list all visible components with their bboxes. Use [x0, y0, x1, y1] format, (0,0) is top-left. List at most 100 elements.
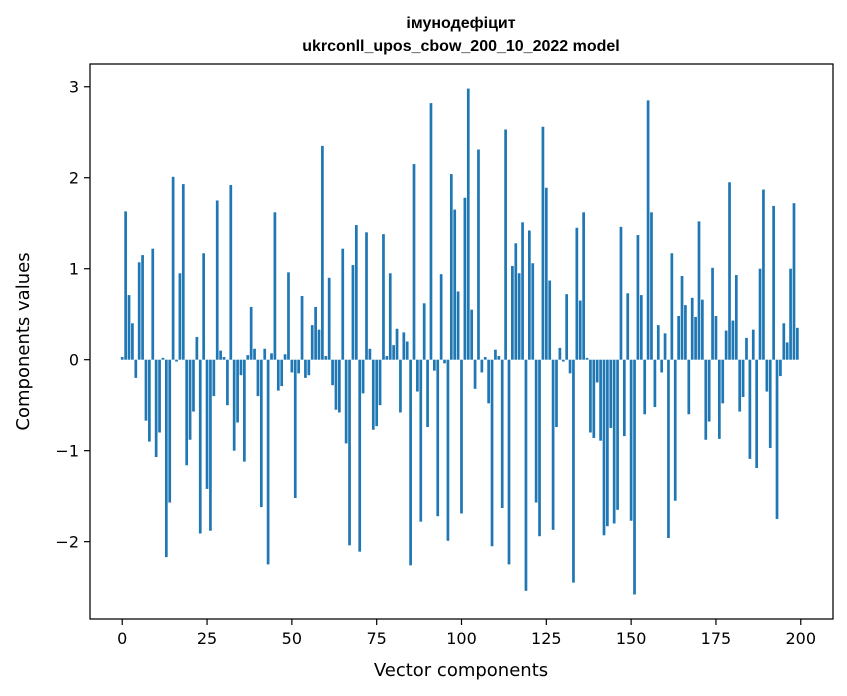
plot-frame: [89, 63, 834, 620]
bar-185: [748, 359, 752, 459]
bar-179: [728, 182, 731, 360]
bar-133: [572, 359, 575, 583]
bar-109: [490, 359, 494, 547]
x-axis-label: Vector components: [374, 660, 548, 681]
bar-66: [344, 359, 348, 444]
bar-159: [660, 359, 664, 373]
bar-141: [599, 359, 602, 441]
bar-23: [198, 359, 202, 534]
bar-115: [511, 265, 514, 360]
bar-18: [181, 184, 185, 360]
bar-3: [131, 323, 134, 360]
bar-122: [534, 359, 538, 503]
bar-57: [314, 306, 317, 360]
bar-181: [734, 275, 738, 360]
bar-164: [677, 316, 680, 360]
bar-13: [164, 359, 168, 558]
bar-77: [382, 234, 385, 360]
bar-167: [687, 359, 691, 415]
bar-191: [768, 359, 772, 448]
chart-subtitle: ukrconll_upos_cbow_200_10_2022 model: [302, 38, 619, 55]
bar-34: [236, 359, 239, 423]
bar-145: [612, 359, 616, 524]
y-axis-label: Components values: [13, 252, 34, 430]
bar-22: [195, 336, 199, 360]
bar-129: [558, 347, 562, 360]
bar-158: [656, 325, 660, 360]
bar-20: [188, 359, 192, 440]
bar-61: [327, 277, 331, 360]
bar-47: [280, 359, 284, 387]
y-tick-label: 3: [69, 78, 79, 97]
bar-198: [792, 203, 796, 360]
x-tick-label: 25: [197, 629, 217, 648]
bar-157: [653, 359, 657, 408]
bar-30: [222, 356, 226, 360]
bar-162: [670, 253, 674, 360]
bar-125: [544, 187, 548, 360]
y-tick-label: 0: [69, 351, 79, 370]
bar-6: [141, 255, 144, 360]
bar-67: [348, 359, 351, 546]
bar-37: [246, 355, 250, 360]
bar-111: [497, 356, 501, 360]
bar-33: [232, 359, 236, 451]
bar-188: [758, 268, 762, 360]
bar-184: [745, 337, 748, 360]
bar-113: [504, 129, 507, 360]
bar-102: [466, 88, 470, 360]
y-tick-label: 1: [69, 260, 79, 279]
bar-193: [775, 359, 779, 519]
bar-69: [354, 225, 358, 360]
bar-132: [568, 359, 572, 374]
bars-group: [120, 88, 799, 595]
bar-144: [609, 359, 613, 428]
bar-86: [412, 164, 416, 360]
bar-68: [351, 265, 355, 360]
chart-title: імунодефіцит: [406, 15, 515, 32]
bar-82: [399, 359, 402, 413]
x-tick-label: 50: [282, 629, 302, 648]
bar-142: [602, 359, 606, 536]
bar-112: [500, 359, 504, 508]
x-tick-label: 200: [785, 629, 816, 648]
bar-101: [463, 197, 467, 360]
bar-98: [453, 209, 457, 360]
bar-186: [751, 329, 755, 360]
bar-174: [711, 267, 714, 360]
bar-108: [487, 359, 490, 404]
bar-5: [137, 262, 141, 360]
bar-24: [202, 253, 206, 360]
y-tick-label: −1: [55, 442, 79, 461]
bar-9: [151, 248, 155, 360]
bar-134: [575, 227, 579, 360]
bar-96: [446, 359, 450, 541]
bar-172: [704, 359, 708, 440]
bar-40: [256, 359, 260, 397]
bar-199: [796, 327, 799, 360]
bar-196: [785, 342, 789, 360]
bar-48: [283, 354, 287, 360]
bar-72: [365, 232, 368, 360]
bar-79: [388, 273, 392, 360]
bar-163: [673, 359, 677, 501]
bar-83: [402, 332, 406, 360]
bar-155: [646, 100, 650, 360]
bar-190: [765, 359, 769, 392]
bar-150: [629, 359, 633, 521]
bar-151: [633, 359, 636, 595]
bar-28: [215, 200, 219, 360]
x-tick-label: 125: [531, 629, 562, 648]
bar-118: [521, 222, 524, 360]
bar-140: [595, 359, 599, 383]
bar-195: [782, 323, 786, 360]
bar-114: [507, 359, 511, 565]
x-tick-label: 0: [117, 629, 127, 648]
bar-183: [741, 359, 745, 397]
bar-154: [643, 359, 647, 415]
bar-63: [334, 359, 338, 410]
bar-138: [589, 359, 592, 433]
bar-87: [416, 359, 419, 392]
bar-187: [755, 359, 759, 468]
bar-124: [541, 126, 545, 360]
